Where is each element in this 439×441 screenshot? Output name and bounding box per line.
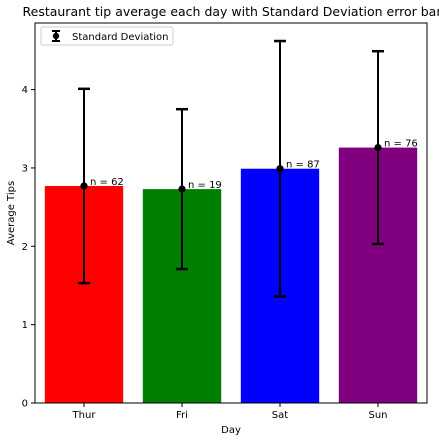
count-labels-layer: n = 62 n = 19 n = 87 n = 76: [90, 139, 418, 192]
x-tick-label: Fri: [176, 410, 188, 421]
y-axis-label: Average Tips: [6, 181, 17, 245]
y-tick-label: 0: [22, 399, 28, 410]
legend: Standard Deviation: [40, 26, 174, 46]
mean-point: [374, 143, 382, 152]
legend-marker-point: [52, 32, 60, 40]
error-bar-thur: [78, 87, 90, 285]
mean-point: [178, 185, 186, 193]
legend-box: [40, 26, 174, 46]
error-bar-fri: [176, 107, 188, 271]
legend-errorbar-icon: [52, 30, 60, 42]
count-label: n = 19: [188, 180, 222, 191]
x-tick-label: Thur: [72, 410, 97, 421]
y-tick-label: 3: [22, 163, 28, 174]
y-tick-label: 1: [22, 320, 28, 331]
x-tick-label: Sat: [272, 410, 288, 421]
count-label: n = 87: [286, 160, 320, 171]
x-tick-label: Sun: [368, 410, 387, 421]
legend-label: Standard Deviation: [72, 32, 169, 43]
y-tick-label: 2: [22, 242, 28, 253]
plot-frame: [34, 22, 428, 404]
error-bar-sun: [372, 49, 384, 246]
y-tick-label: 4: [22, 85, 28, 96]
x-axis: Thur Fri Sat Sun: [72, 403, 388, 421]
mean-point: [80, 182, 88, 190]
error-bars-layer: [78, 39, 384, 298]
error-bar-sat: [274, 39, 286, 298]
mean-point: [276, 165, 284, 173]
count-label: n = 62: [90, 177, 124, 188]
count-label: n = 76: [384, 139, 418, 150]
chart-title: Restaurant tip average each day with Sta…: [23, 4, 439, 19]
y-axis: 0 1 2 3 4: [22, 85, 35, 410]
x-axis-label: Day: [221, 425, 241, 436]
